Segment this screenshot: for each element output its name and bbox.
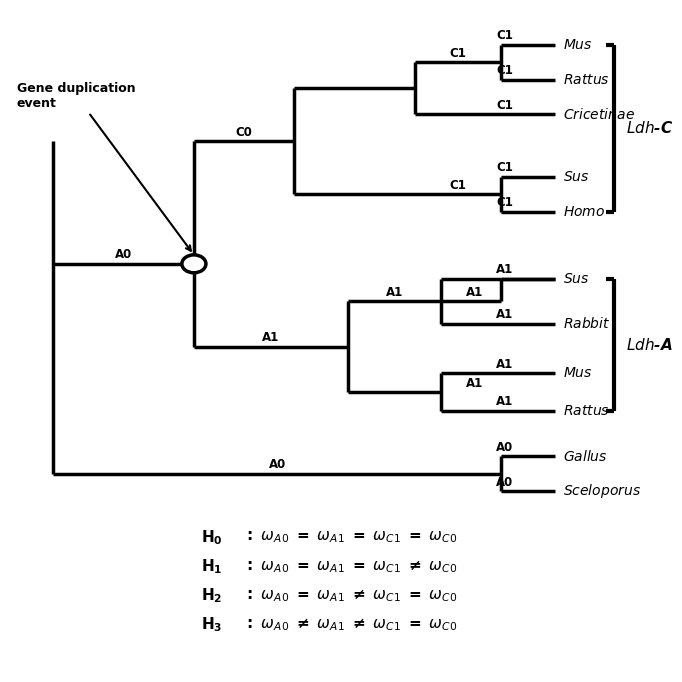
Text: $\it{Mus}$: $\it{Mus}$ [563, 38, 593, 52]
Text: A0: A0 [115, 248, 132, 261]
Text: $\mathbf{H_2}$: $\mathbf{H_2}$ [201, 586, 222, 605]
Text: C1: C1 [496, 64, 514, 77]
Text: $\mathbf{:}\ \mathit{\omega_{A0}}\ \mathbf{=}\ \mathit{\omega_{A1}}\ \mathbf{=}\: $\mathbf{:}\ \mathit{\omega_{A0}}\ \math… [244, 530, 458, 546]
Text: $\it{Gallus}$: $\it{Gallus}$ [563, 449, 608, 464]
Text: A1: A1 [386, 286, 403, 299]
Text: A0: A0 [496, 441, 514, 454]
Text: C1: C1 [496, 99, 514, 112]
Circle shape [182, 255, 206, 273]
Text: C1: C1 [496, 196, 514, 209]
Text: $\it{Sceloporus}$: $\it{Sceloporus}$ [563, 482, 641, 501]
Text: $\it{Mus}$: $\it{Mus}$ [563, 366, 593, 381]
Text: $\it{Rabbit}$: $\it{Rabbit}$ [563, 316, 610, 331]
Text: $\it{Homo}$: $\it{Homo}$ [563, 205, 605, 218]
Text: C1: C1 [496, 29, 514, 42]
Text: $\it{Cricetinae}$: $\it{Cricetinae}$ [563, 107, 635, 122]
Text: $\it{Sus}$: $\it{Sus}$ [563, 271, 589, 286]
Text: $\it{Rattus}$: $\it{Rattus}$ [563, 73, 610, 87]
Text: $\mathbf{:}\ \mathit{\omega_{A0}}\ \mathbf{=}\ \mathit{\omega_{A1}}\ \mathbf{=}\: $\mathbf{:}\ \mathit{\omega_{A0}}\ \math… [244, 558, 458, 575]
Text: $\it{Sus}$: $\it{Sus}$ [563, 170, 589, 183]
Text: $\mathbf{:}\ \mathit{\omega_{A0}}\ \mathbf{=}\ \mathit{\omega_{A1}}\ \mathbf{\ne: $\mathbf{:}\ \mathit{\omega_{A0}}\ \math… [244, 587, 458, 604]
Text: $\mathbf{:}\ \mathit{\omega_{A0}}\ \mathbf{\neq}\ \mathit{\omega_{A1}}\ \mathbf{: $\mathbf{:}\ \mathit{\omega_{A0}}\ \math… [244, 616, 458, 633]
Text: A1: A1 [496, 395, 514, 409]
Text: A1: A1 [466, 286, 484, 299]
Text: $\mathbf{H_0}$: $\mathbf{H_0}$ [201, 529, 222, 547]
Text: A0: A0 [269, 458, 286, 471]
Text: C1: C1 [496, 161, 514, 174]
Text: C1: C1 [449, 179, 466, 192]
Text: $Ldh$-A: $Ldh$-A [626, 337, 672, 353]
Text: $\mathbf{H_3}$: $\mathbf{H_3}$ [201, 615, 222, 634]
Text: C1: C1 [449, 47, 466, 60]
Text: Gene duplication
event: Gene duplication event [17, 82, 191, 251]
Text: A1: A1 [496, 263, 514, 276]
Text: $Ldh$-C: $Ldh$-C [626, 120, 673, 136]
Text: A1: A1 [496, 358, 514, 371]
Text: $\mathbf{H_1}$: $\mathbf{H_1}$ [201, 557, 222, 576]
Text: A1: A1 [496, 308, 514, 321]
Text: A1: A1 [262, 331, 280, 344]
Text: C0: C0 [235, 125, 252, 138]
Text: A1: A1 [466, 376, 484, 389]
Text: $\it{Rattus}$: $\it{Rattus}$ [563, 404, 610, 417]
Text: A0: A0 [496, 476, 514, 489]
